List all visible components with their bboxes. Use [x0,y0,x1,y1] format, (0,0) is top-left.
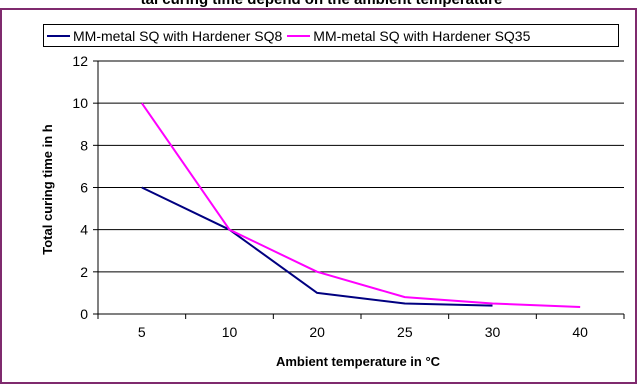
y-tick-label: 4 [80,222,88,238]
y-tick-label: 12 [72,53,88,69]
y-tick-label: 10 [72,95,88,111]
y-tick-label: 8 [80,137,88,153]
y-axis-title: Total curing time in h [40,124,55,255]
legend-label: MM-metal SQ with Hardener SQ8 [73,27,283,44]
page-title: tal curing time depend on the ambient te… [0,0,643,9]
chart-plot: 0 2 4 6 8 10 12 5 10 20 25 30 40 Ambient temperature … [40,53,625,369]
x-tick-label: 25 [397,324,413,340]
legend-label: MM-metal SQ with Hardener SQ35 [313,27,531,44]
y-tick-label: 6 [80,180,88,196]
chart-frame: 0 2 4 6 8 10 12 5 10 20 25 30 40 Ambient temperature … [0,8,637,384]
y-tick-label: 0 [80,306,88,322]
legend-swatch [287,34,311,37]
x-tick-label: 40 [572,324,588,340]
legend-item: MM-metal SQ with Hardener SQ35 [284,28,530,44]
chart-legend: MM-metal SQ with Hardener SQ8 MM-metal SQ… [43,24,619,47]
x-tick-label: 20 [309,324,325,340]
series-line-2 [141,102,581,309]
x-tick-label: 10 [222,324,238,340]
x-tick-label: 5 [138,324,146,340]
series-line-1 [141,186,493,307]
legend-swatch [47,34,70,37]
x-axis-title: Ambient temperature in °C [276,354,441,369]
legend-item: MM-metal SQ with Hardener SQ8 [44,28,282,44]
x-tick-label: 30 [485,324,501,340]
y-tick-label: 2 [80,264,88,280]
